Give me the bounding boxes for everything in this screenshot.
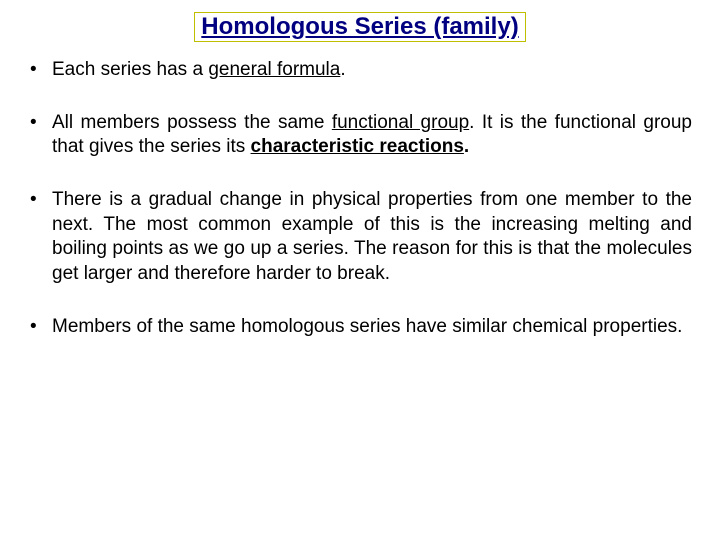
bullet-text-part: characteristic reactions [251,136,464,157]
bullet-item: Members of the same homologous series ha… [28,315,692,340]
page-title: Homologous Series (family) [194,12,525,42]
bullet-list: Each series has a general formula.All me… [28,58,692,340]
bullet-item: Each series has a general formula. [28,58,692,83]
bullet-text-part: . [464,136,469,157]
bullet-item: All members possess the same functional … [28,111,692,160]
bullet-text-part: Each series has a [52,59,208,80]
bullet-text-part: general formula [208,59,340,80]
title-container: Homologous Series (family) [28,12,692,42]
bullet-text-part: All members possess the same [52,112,332,133]
bullet-text-part: functional group [332,112,469,133]
bullet-item: There is a gradual change in physical pr… [28,188,692,287]
bullet-text-part: . [340,59,345,80]
bullet-text-part: There is a gradual change in physical pr… [52,189,692,284]
bullet-text-part: Members of the same homologous series ha… [52,316,682,337]
